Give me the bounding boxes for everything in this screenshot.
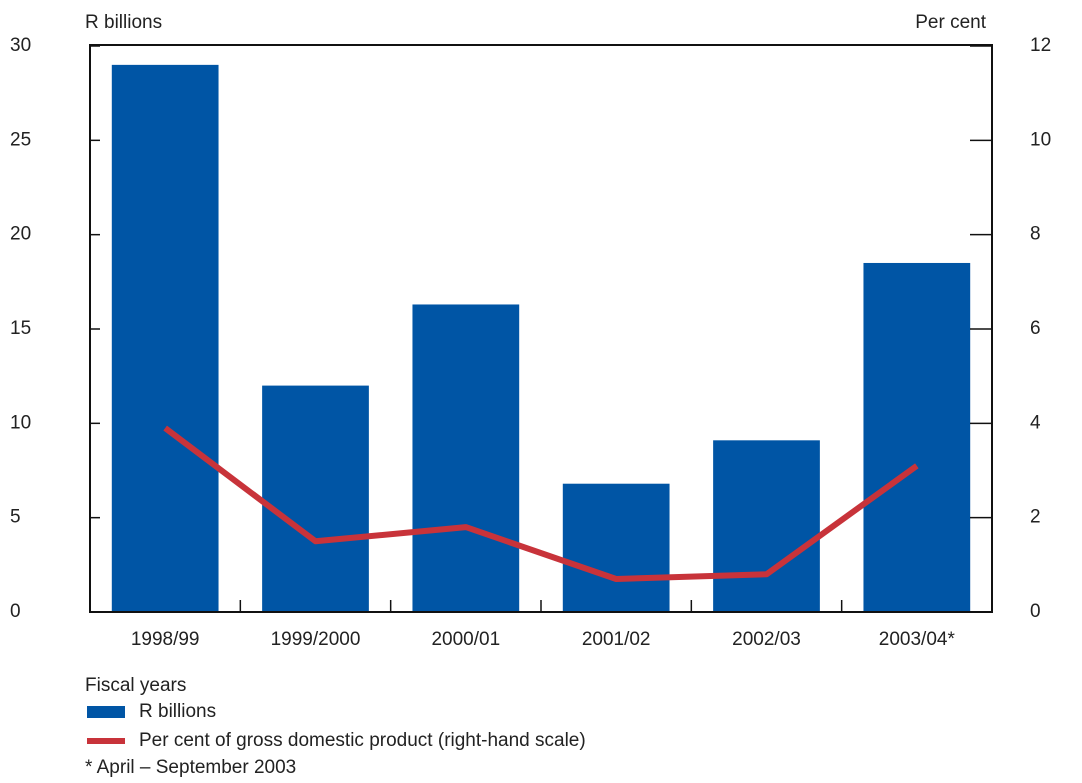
y-tick-label: 25 — [10, 129, 31, 150]
y-tick-label: 10 — [10, 412, 31, 433]
x-tick-label: 2003/04* — [879, 629, 956, 650]
legend-label: Per cent of gross domestic product (righ… — [139, 730, 586, 751]
y-tick-label: 15 — [10, 318, 31, 339]
y-tick-label: 30 — [10, 35, 31, 56]
bar — [863, 262, 971, 612]
y2-tick-label: 4 — [1030, 412, 1041, 433]
x-tick-label: 1998/99 — [131, 629, 200, 650]
y2-tick-label: 12 — [1030, 35, 1051, 56]
y2-tick-label: 10 — [1030, 129, 1051, 150]
left-axis-label: R billions — [85, 12, 162, 33]
footnote: * April – September 2003 — [85, 757, 296, 778]
right-axis-label: Per cent — [915, 12, 986, 33]
y-tick-label: 20 — [10, 224, 31, 245]
bar — [412, 304, 520, 612]
legend-label: R billions — [139, 701, 216, 722]
bar — [111, 64, 219, 612]
y-tick-label: 5 — [10, 507, 21, 528]
legend-swatch — [87, 738, 125, 744]
y2-tick-label: 6 — [1030, 318, 1041, 339]
x-tick-label: 2001/02 — [582, 629, 651, 650]
x-axis-label: Fiscal years — [85, 675, 186, 696]
line — [163, 425, 919, 582]
x-tick-label: 1999/2000 — [271, 629, 361, 650]
bar — [562, 483, 670, 612]
bar — [262, 385, 369, 612]
y2-tick-label: 2 — [1030, 507, 1041, 528]
legend-swatch — [87, 706, 125, 718]
bar — [713, 440, 820, 612]
y2-tick-label: 8 — [1030, 224, 1041, 245]
x-tick-label: 2002/03 — [732, 629, 801, 650]
y-tick-label: 0 — [10, 601, 21, 622]
x-tick-label: 2000/01 — [431, 629, 500, 650]
plot-frame — [89, 44, 993, 613]
y2-tick-label: 0 — [1030, 601, 1041, 622]
